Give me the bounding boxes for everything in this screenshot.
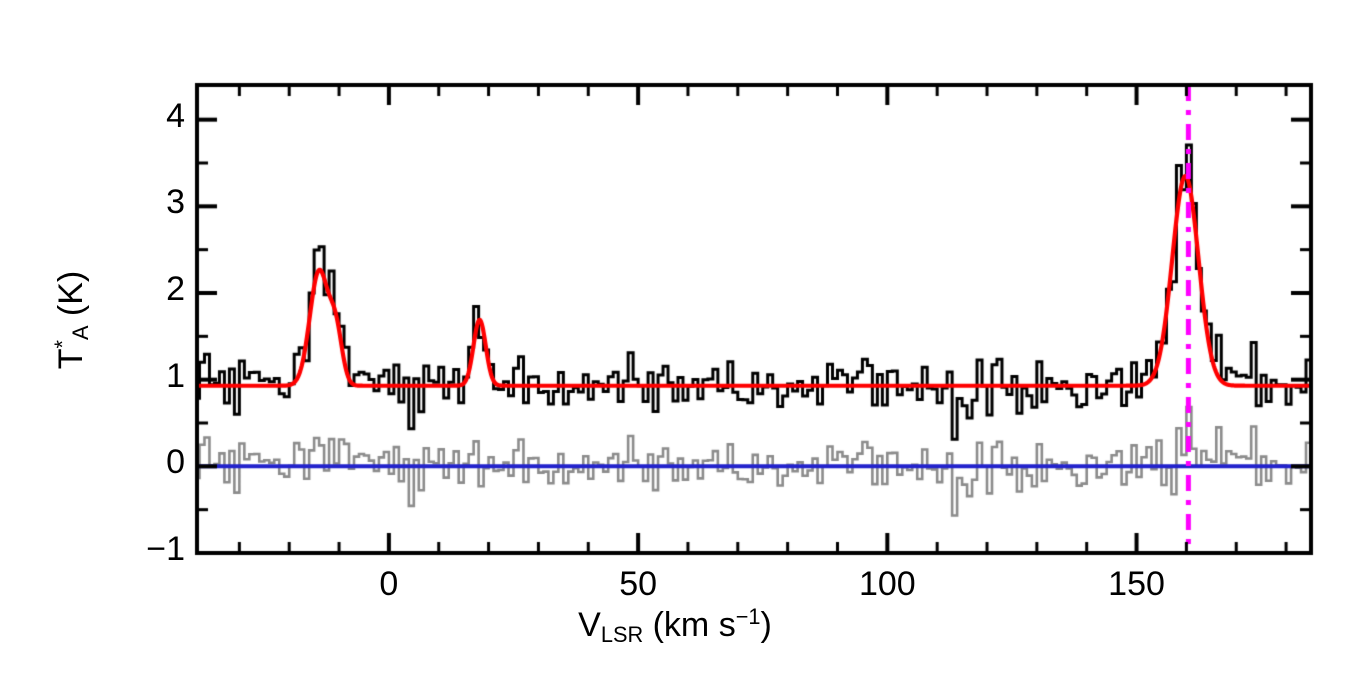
y-axis-title-subscript: A [68, 325, 94, 341]
y-axis-tick-label: 2 [166, 270, 185, 308]
x-axis-tick-label: 150 [1108, 565, 1165, 603]
x-axis-tick-label: 0 [379, 565, 399, 603]
x-axis-title-unit-open: (km s [643, 605, 736, 644]
y-axis-tick-label: 3 [166, 183, 185, 222]
y-axis-tick-label: 1 [166, 356, 185, 395]
x-axis-tick-label: 100 [858, 565, 916, 603]
x-axis-title: VLSR (km s−1) [0, 604, 1350, 648]
x-axis-tick-label: 50 [619, 565, 658, 603]
x-axis-title-exponent: −1 [735, 604, 761, 629]
y-axis-title: T*A (K) [50, 190, 94, 450]
y-axis-tick-label: 4 [166, 96, 185, 135]
y-axis-tick-label: 0 [166, 443, 185, 482]
x-axis-title-symbol: V [578, 605, 601, 644]
y-axis-tick-label: −1 [146, 530, 185, 568]
x-axis-title-unit-close: ) [760, 605, 772, 644]
x-axis-title-subscript: LSR [600, 622, 644, 648]
y-axis-title-star: * [50, 340, 75, 349]
